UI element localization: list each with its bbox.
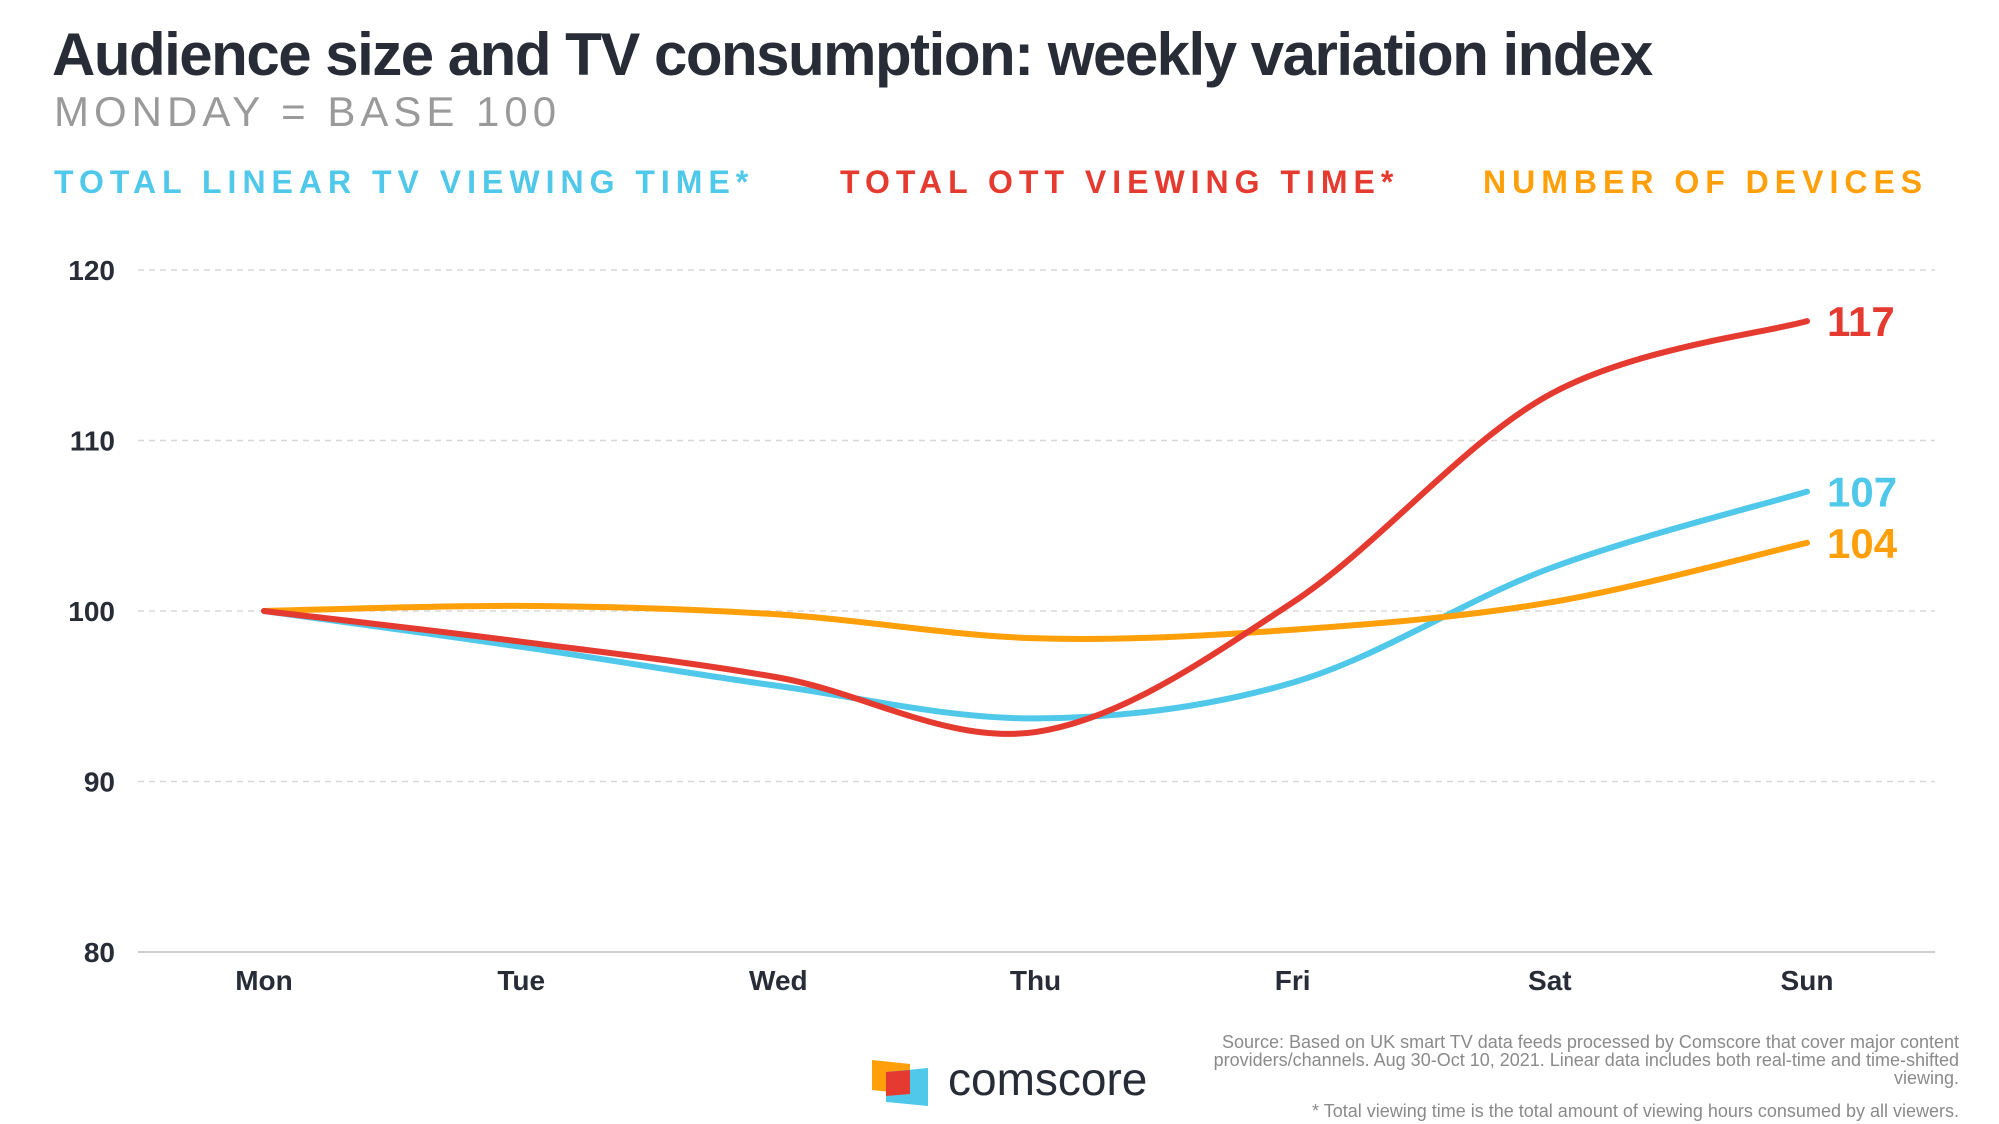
legend-ott: TOTAL OTT VIEWING TIME* bbox=[840, 164, 1400, 200]
y-tick-label: 110 bbox=[70, 426, 115, 457]
x-tick-label: Fri bbox=[1275, 965, 1311, 996]
x-tick-label: Sun bbox=[1781, 965, 1834, 996]
comscore-logo: comscore bbox=[872, 1053, 1162, 1108]
y-tick-label: 120 bbox=[68, 255, 115, 286]
x-tick-label: Wed bbox=[749, 965, 808, 996]
x-tick-label: Tue bbox=[497, 965, 545, 996]
end-value-label: 107 bbox=[1827, 469, 1897, 516]
x-tick-label: Sat bbox=[1528, 965, 1572, 996]
legend-devices: NUMBER OF DEVICES bbox=[1483, 164, 1929, 200]
comscore-logo-text: comscore bbox=[948, 1053, 1148, 1105]
y-tick-label: 100 bbox=[68, 596, 115, 627]
end-value-label: 104 bbox=[1827, 520, 1898, 567]
x-tick-label: Thu bbox=[1010, 965, 1061, 996]
legend-linear: TOTAL LINEAR TV VIEWING TIME* bbox=[54, 164, 755, 200]
x-tick-label: Mon bbox=[235, 965, 293, 996]
chart-title: Audience size and TV consumption: weekly… bbox=[52, 21, 1653, 88]
chart-subtitle: MONDAY = BASE 100 bbox=[54, 88, 562, 135]
y-tick-label: 80 bbox=[84, 937, 115, 968]
series-line bbox=[261, 318, 1810, 737]
source-note: Source: Based on UK smart TV data feeds … bbox=[1213, 1032, 1959, 1088]
comscore-logo-mark bbox=[872, 1060, 928, 1106]
end-value-label: 117 bbox=[1827, 298, 1895, 345]
y-tick-label: 90 bbox=[84, 767, 115, 798]
footnote: * Total viewing time is the total amount… bbox=[1312, 1101, 1959, 1121]
